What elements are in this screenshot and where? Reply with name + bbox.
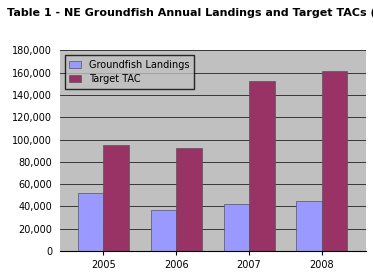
Bar — [249, 81, 275, 251]
Bar — [297, 201, 322, 251]
Bar — [78, 193, 103, 251]
Bar — [223, 204, 249, 251]
Bar — [322, 71, 347, 251]
Text: Table 1 - NE Groundfish Annual Landings and Target TACs (mt): Table 1 - NE Groundfish Annual Landings … — [7, 8, 373, 18]
Bar — [151, 210, 176, 251]
Legend: Groundfish Landings, Target TAC: Groundfish Landings, Target TAC — [65, 55, 194, 89]
Bar — [103, 145, 129, 251]
Bar — [176, 148, 202, 251]
